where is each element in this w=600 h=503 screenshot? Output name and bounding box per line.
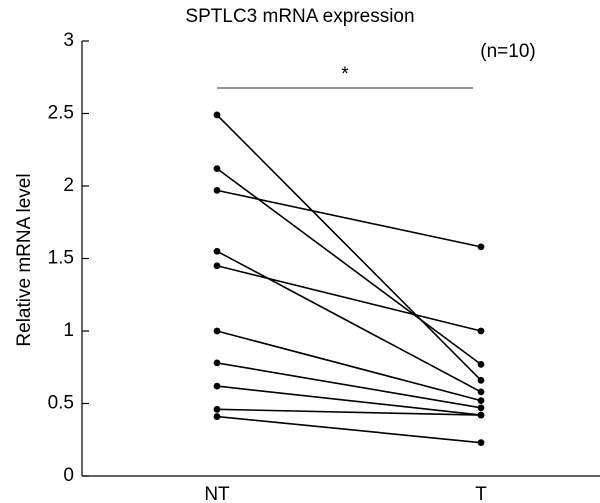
t-point <box>477 376 485 384</box>
nt-point <box>213 405 221 413</box>
nt-point <box>213 247 221 255</box>
pair-line <box>216 250 482 393</box>
t-point <box>477 243 485 251</box>
nt-point <box>213 165 221 173</box>
y-tick-label: 3 <box>63 30 74 51</box>
y-tick-label: 1.5 <box>48 248 74 269</box>
t-point <box>477 360 485 368</box>
chart-title: SPTLC3 mRNA expression <box>185 6 415 27</box>
nt-point <box>213 327 221 335</box>
pair-line <box>216 114 482 381</box>
t-point <box>477 397 485 404</box>
nt-point <box>213 413 221 420</box>
pair-line <box>216 167 482 365</box>
nt-point <box>213 262 221 270</box>
data-marks <box>213 111 485 447</box>
pair-line <box>216 415 482 444</box>
t-point <box>477 411 485 419</box>
y-axis-label: Relative mRNA level <box>14 173 35 346</box>
pair-line <box>216 408 482 416</box>
pair-line <box>216 264 482 332</box>
x-tick-label: NT <box>204 484 230 503</box>
y-tick-label: 0.5 <box>48 393 74 414</box>
t-point <box>477 439 485 447</box>
y-tick-label: 2.5 <box>48 103 74 124</box>
y-tick-label: 0 <box>63 465 74 486</box>
t-point <box>477 327 485 335</box>
y-tick-label: 1 <box>63 320 74 341</box>
pair-line <box>216 385 482 416</box>
nt-point <box>213 186 221 194</box>
nt-point <box>213 382 221 390</box>
t-point <box>477 404 485 412</box>
pair-line <box>216 330 482 402</box>
x-tick-label: T <box>475 484 487 503</box>
significance-label: * <box>341 64 349 85</box>
axes: 0 0.5 1 1.5 2 2.5 3 NT T <box>48 30 600 503</box>
sample-size-label: (n=10) <box>480 41 535 62</box>
pair-line <box>216 362 482 409</box>
y-tick-label: 2 <box>63 175 74 196</box>
pair-line <box>216 189 482 248</box>
t-point <box>477 388 485 396</box>
nt-point <box>213 359 221 367</box>
nt-point <box>213 111 221 119</box>
